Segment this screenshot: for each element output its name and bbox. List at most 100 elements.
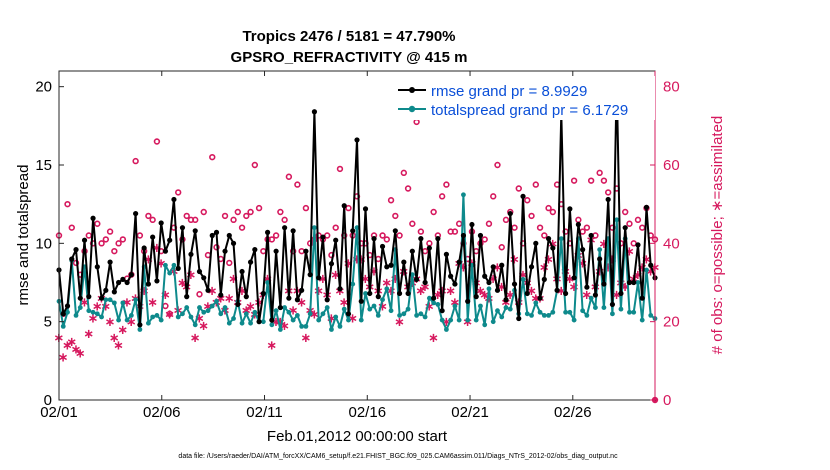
- assimilated-obs-marker: ∗: [462, 315, 473, 330]
- totalspread-point: [563, 309, 568, 315]
- totalspread-point: [341, 306, 347, 312]
- assimilated-obs-marker: ∗: [105, 315, 116, 330]
- rmse-point: [490, 264, 496, 270]
- possible-obs-marker: [238, 224, 246, 231]
- totalspread-point: [239, 320, 245, 326]
- totalspread-point: [461, 192, 466, 198]
- rmse-point: [192, 228, 198, 234]
- assimilated-obs-marker: ∗: [224, 292, 235, 307]
- rmse-point: [580, 247, 586, 253]
- assimilated-obs-marker: ∗: [266, 339, 277, 354]
- assimilated-obs-marker: ∗: [360, 272, 371, 287]
- assimilated-obs-marker: ∗: [160, 288, 171, 303]
- rmse-point: [277, 304, 283, 311]
- totalspread-point: [418, 311, 424, 317]
- assimilated-obs-marker: ∗: [62, 339, 73, 354]
- rmse-point: [528, 264, 535, 270]
- totalspread-point: [316, 317, 322, 323]
- assimilated-obs-marker: ∗: [296, 296, 307, 311]
- x-axis-ticks: 02/01 02/06 02/11 02/16 02/21 02/26: [40, 71, 592, 421]
- rmse-point: [154, 278, 160, 284]
- data-marks: ∗∗∗∗∗∗∗∗∗∗∗∗∗∗∗∗∗∗∗∗∗∗∗∗∗∗∗∗∗∗∗∗∗∗∗∗∗∗∗∗…: [54, 79, 660, 404]
- possible-obs-marker: [498, 244, 505, 251]
- assimilated-obs-marker: ∗: [326, 311, 337, 326]
- rmse-point: [418, 236, 424, 242]
- rmse-point: [609, 301, 616, 308]
- possible-obs-marker: [524, 197, 531, 204]
- assimilated-obs-marker: ∗: [100, 300, 111, 315]
- possible-obs-marker: [383, 236, 390, 243]
- rmse-point: [601, 281, 607, 287]
- rmse-point: [550, 245, 556, 251]
- rmse-point: [431, 295, 437, 301]
- series-rmse: [56, 79, 658, 328]
- totalspread-point: [201, 309, 207, 315]
- legend-box: [393, 76, 655, 120]
- possible-obs-marker: [175, 189, 182, 196]
- assimilated-obs-marker: ∗: [496, 280, 507, 295]
- rmse-point: [286, 295, 292, 301]
- x-tick-label: 02/06: [143, 404, 181, 421]
- totalspread-point: [469, 262, 475, 268]
- totalspread-point: [580, 308, 586, 314]
- totalspread-point: [107, 297, 113, 303]
- assimilated-obs-marker: ∗: [156, 256, 167, 271]
- rmse-point: [171, 196, 177, 203]
- rmse-point: [401, 259, 407, 265]
- possible-obs-marker: [417, 228, 425, 235]
- assimilated-obs-marker: ∗: [254, 296, 265, 311]
- totalspread-point: [265, 280, 270, 285]
- possible-obs-marker: [281, 216, 288, 224]
- rmse-point: [320, 234, 326, 240]
- totalspread-point: [639, 317, 645, 323]
- assimilated-obs-marker: ∗: [71, 343, 82, 358]
- possible-obs-marker: [153, 138, 161, 145]
- rmse-point: [316, 275, 322, 281]
- totalspread-point: [614, 217, 620, 223]
- rmse-point: [567, 206, 573, 212]
- assimilated-obs-marker: ∗: [633, 268, 644, 283]
- rmse-point: [537, 295, 543, 301]
- possible-obs-marker: [545, 204, 552, 212]
- assimilated-obs-marker: ∗: [415, 284, 426, 299]
- totalspread-point: [243, 311, 249, 317]
- totalspread-point: [627, 309, 632, 315]
- possible-obs-marker: [68, 224, 75, 231]
- rmse-point: [252, 247, 258, 253]
- rmse-point: [116, 279, 122, 286]
- assimilated-obs-marker: ∗: [381, 276, 392, 291]
- rmse-point: [563, 290, 569, 297]
- rmse-point: [69, 256, 75, 262]
- assimilated-obs-marker: ∗: [300, 331, 311, 346]
- totalspread-point: [388, 308, 394, 314]
- possible-obs-marker: [528, 212, 535, 220]
- possible-obs-marker: [255, 204, 263, 212]
- possible-obs-marker: [149, 216, 156, 224]
- assimilated-obs-marker: ∗: [564, 272, 575, 287]
- assimilated-obs-marker: ∗: [445, 284, 456, 299]
- totalspread-point: [529, 313, 534, 318]
- assimilated-obs-marker: ∗: [122, 296, 133, 311]
- rmse-point: [507, 210, 513, 217]
- totalspread-point: [456, 317, 462, 323]
- rmse-point: [503, 297, 509, 303]
- totalspread-point: [631, 309, 637, 315]
- totalspread-point: [648, 313, 654, 318]
- possible-obs-marker: [251, 161, 259, 169]
- assimilated-obs-marker: ∗: [377, 300, 388, 315]
- possible-obs-marker: [294, 181, 301, 188]
- possible-obs-marker: [396, 232, 403, 239]
- totalspread-point: [414, 313, 419, 318]
- possible-obs-marker: [94, 220, 101, 227]
- possible-obs-marker: [106, 228, 114, 235]
- totalspread-point: [65, 309, 70, 315]
- totalspread-point: [597, 247, 603, 253]
- y2-tick-label: 80: [663, 79, 680, 96]
- totalspread-point: [103, 297, 109, 303]
- assimilated-obs-marker: ∗: [139, 284, 150, 299]
- rmse-point: [584, 284, 590, 290]
- totalspread-point: [380, 297, 385, 303]
- assimilated-obs-marker: ∗: [186, 268, 197, 283]
- totalspread-point: [409, 272, 415, 278]
- rmse-point: [639, 295, 645, 301]
